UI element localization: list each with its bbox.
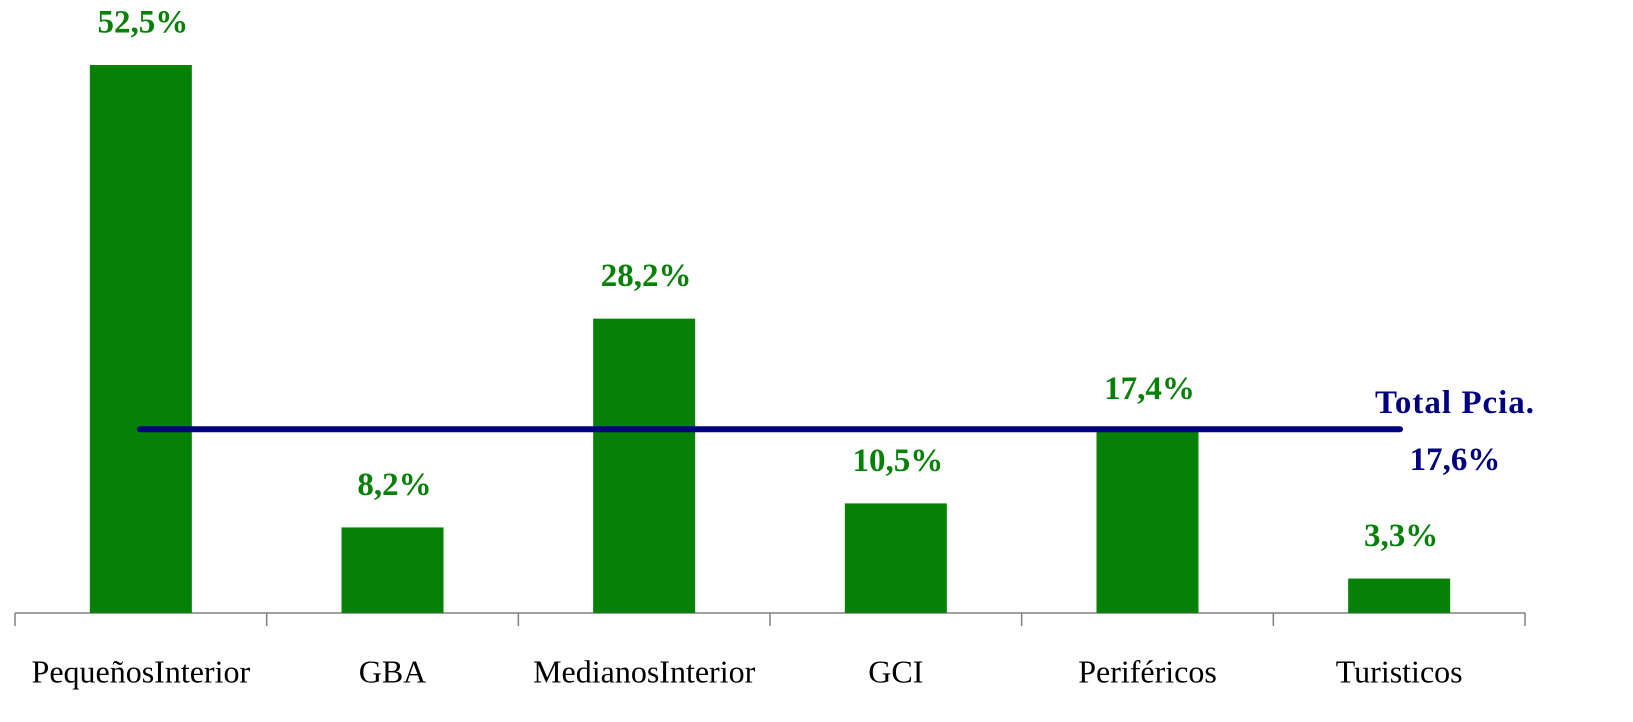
bar [1348, 578, 1451, 613]
bar [341, 527, 444, 613]
data-label: 8,2% [357, 467, 431, 503]
data-label: 10,5% [852, 443, 943, 479]
x-tick-label: GBA [359, 653, 427, 689]
data-label: 52,5% [97, 5, 188, 41]
x-tick-label: Periféricos [1078, 653, 1217, 689]
x-tick-label: MedianosInterior [533, 653, 756, 689]
bar [844, 503, 947, 613]
data-label: 28,2% [601, 258, 692, 294]
x-tick-label: PequeñosInterior [32, 653, 251, 689]
data-label: 17,4% [1104, 371, 1195, 407]
bar [1096, 431, 1199, 613]
x-tick-label: GCI [868, 653, 923, 689]
reference-value-label: 17,6% [1410, 442, 1501, 478]
x-tick-label: Turisticos [1336, 653, 1463, 689]
bar [593, 318, 696, 613]
reference-label: Total Pcia. [1375, 385, 1535, 421]
bar [89, 65, 192, 613]
data-label: 3,3% [1364, 518, 1438, 554]
